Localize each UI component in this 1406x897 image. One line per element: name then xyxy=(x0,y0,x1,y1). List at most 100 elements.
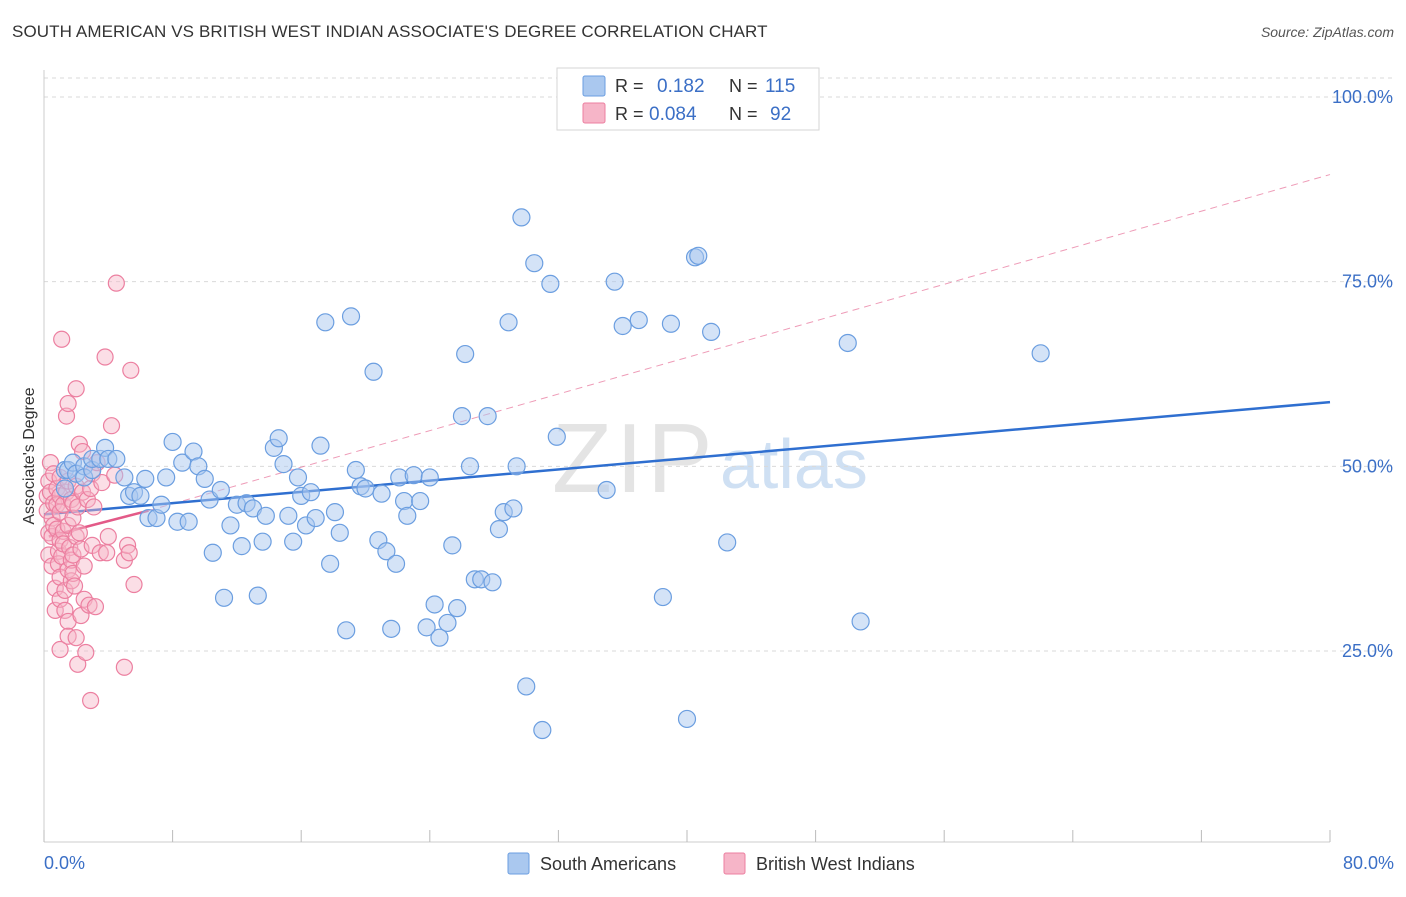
source-label: Source: ZipAtlas.com xyxy=(1260,24,1394,40)
data-point-british-west-indians xyxy=(56,581,74,600)
data-point-south-americans xyxy=(386,554,406,573)
data-point-british-west-indians xyxy=(51,640,69,659)
legend-r-label-2: R = xyxy=(615,104,644,124)
data-point-south-americans xyxy=(605,272,624,291)
data-point-south-americans xyxy=(629,310,648,330)
data-point-south-americans xyxy=(547,427,566,446)
x-tick-label-min: 0.0% xyxy=(44,853,85,873)
trend-line-south-americans xyxy=(43,400,1331,516)
legend-r-value-2: 0.084 xyxy=(649,104,697,125)
data-point-south-americans xyxy=(689,246,708,265)
y-tick-label-25: 25.0% xyxy=(1342,641,1393,661)
data-point-south-americans xyxy=(341,307,361,326)
data-point-south-americans xyxy=(203,543,222,562)
data-point-british-west-indians xyxy=(122,361,140,379)
data-point-south-americans xyxy=(404,466,423,485)
data-point-south-americans xyxy=(131,486,150,505)
data-point-south-americans xyxy=(321,554,340,573)
data-point-south-americans xyxy=(1031,344,1050,363)
data-point-british-west-indians xyxy=(125,575,143,594)
data-point-british-west-indians xyxy=(75,557,93,575)
data-point-south-americans xyxy=(661,314,681,333)
legend-swatch-pink xyxy=(582,102,606,124)
data-point-south-americans xyxy=(364,362,383,381)
data-point-south-americans xyxy=(525,254,544,273)
data-point-south-americans xyxy=(613,316,632,336)
data-point-british-west-indians xyxy=(59,394,77,413)
legend-r-value-1: 0.182 xyxy=(657,76,705,97)
data-point-british-west-indians xyxy=(102,417,121,435)
data-point-south-americans xyxy=(279,506,298,525)
y-tick-label-100: 100.0% xyxy=(1332,87,1393,107)
series-south-americans xyxy=(55,208,1050,740)
data-point-south-americans xyxy=(507,457,526,476)
legend-bottom-swatch-blue xyxy=(507,852,530,875)
data-point-south-americans xyxy=(288,468,308,487)
data-point-south-americans xyxy=(372,484,391,503)
data-point-british-west-indians xyxy=(82,691,100,710)
data-point-british-west-indians xyxy=(93,473,111,492)
legend-n-label-2: N = xyxy=(729,104,758,124)
y-tick-label-75: 75.0% xyxy=(1342,272,1393,292)
data-point-south-americans xyxy=(430,628,449,647)
trend-line-british-west-indians xyxy=(48,509,149,538)
data-point-south-americans xyxy=(346,460,365,480)
data-point-south-americans xyxy=(274,455,293,474)
legend-r-label-1: R = xyxy=(615,76,644,96)
data-point-south-americans xyxy=(394,491,414,511)
data-point-south-americans xyxy=(214,588,234,607)
data-point-british-west-indians xyxy=(85,498,103,516)
legend-bottom-label-south-americans: South Americans xyxy=(540,854,676,874)
data-point-south-americans xyxy=(107,449,126,469)
data-point-south-americans xyxy=(533,720,552,740)
data-point-south-americans xyxy=(301,483,320,502)
data-point-south-americans xyxy=(420,468,439,487)
data-point-south-americans xyxy=(504,499,523,518)
data-point-south-americans xyxy=(677,709,697,729)
legend-n-value-1: 115 xyxy=(765,76,795,97)
data-point-south-americans xyxy=(851,612,870,631)
data-point-south-americans xyxy=(448,599,467,618)
watermark-atlas: atlas xyxy=(720,425,868,503)
data-point-british-west-indians xyxy=(107,274,125,292)
data-point-south-americans xyxy=(330,523,349,542)
data-point-south-americans xyxy=(452,407,472,426)
y-tick-label-50: 50.0% xyxy=(1342,456,1393,476)
axes xyxy=(43,70,1331,843)
legend-bottom: South Americans British West Indians xyxy=(507,852,915,875)
data-point-south-americans xyxy=(316,313,335,332)
data-point-south-americans xyxy=(311,436,330,455)
data-point-south-americans xyxy=(653,587,672,607)
data-point-british-west-indians xyxy=(64,509,82,527)
data-point-british-west-indians xyxy=(70,524,88,542)
legend-bottom-swatch-pink xyxy=(723,852,746,875)
data-point-south-americans xyxy=(438,613,457,633)
data-point-south-americans xyxy=(499,313,518,332)
chart-title: SOUTH AMERICAN VS BRITISH WEST INDIAN AS… xyxy=(12,22,768,41)
data-point-south-americans xyxy=(443,536,462,555)
data-point-south-americans xyxy=(411,491,430,511)
data-point-south-americans xyxy=(541,274,560,293)
data-point-south-americans xyxy=(460,457,480,476)
data-point-south-americans xyxy=(269,429,288,448)
data-point-south-americans xyxy=(163,432,182,452)
data-point-south-americans xyxy=(398,506,417,525)
data-point-south-americans xyxy=(483,573,502,592)
data-point-british-west-indians xyxy=(120,544,138,562)
data-point-south-americans xyxy=(195,469,214,488)
data-point-british-west-indians xyxy=(46,601,64,619)
data-point-british-west-indians xyxy=(86,598,105,616)
data-point-south-americans xyxy=(232,537,251,556)
y-axis-label: Associate's Degree xyxy=(21,387,38,524)
legend-n-label-1: N = xyxy=(729,76,758,96)
data-point-south-americans xyxy=(456,344,475,364)
data-point-south-americans xyxy=(55,479,74,498)
data-point-south-americans xyxy=(325,503,345,522)
data-point-south-americans xyxy=(517,677,536,696)
legend-top: R = 0.182 N = 115 R = 0.084 N = 92 xyxy=(556,67,820,131)
data-point-south-americans xyxy=(211,480,230,500)
data-point-british-west-indians xyxy=(67,629,85,647)
data-point-south-americans xyxy=(337,621,356,640)
